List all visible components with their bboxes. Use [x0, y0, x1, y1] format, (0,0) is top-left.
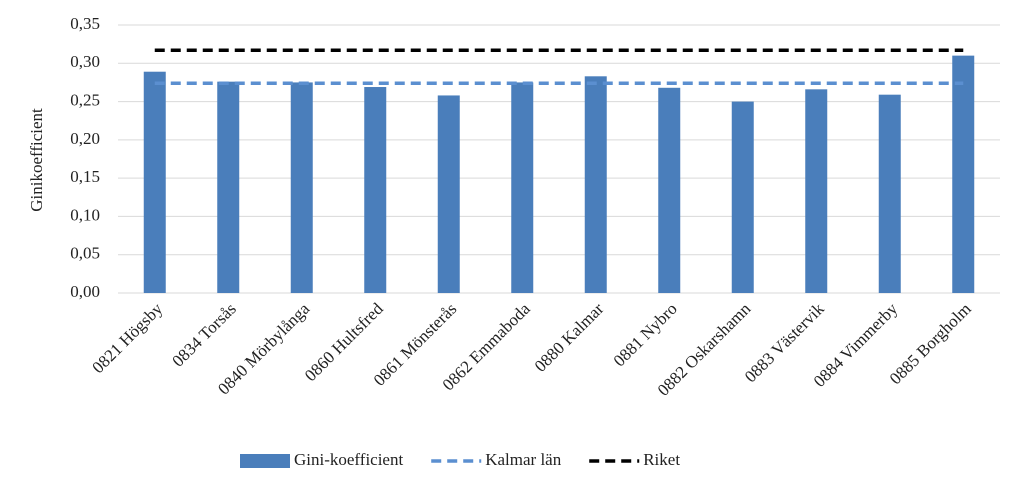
bar	[511, 82, 534, 293]
bar	[658, 87, 681, 293]
y-tick-label: 0,00	[70, 282, 100, 301]
bar	[584, 76, 607, 293]
bar	[364, 87, 387, 293]
bar	[878, 94, 901, 294]
legend-label: Riket	[643, 450, 680, 469]
bar	[290, 82, 313, 293]
y-tick-label: 0,05	[70, 244, 100, 263]
legend-label: Gini-koefficient	[294, 450, 403, 469]
y-tick-label: 0,25	[70, 90, 100, 109]
bar	[952, 55, 975, 293]
legend-label: Kalmar län	[485, 450, 561, 469]
y-tick-label: 0,35	[70, 14, 100, 33]
bar	[217, 81, 240, 293]
bar	[437, 95, 460, 294]
bar	[143, 71, 166, 293]
legend-swatch	[240, 454, 290, 468]
y-tick-label: 0,10	[70, 205, 100, 224]
y-tick-label: 0,15	[70, 167, 100, 186]
bar	[731, 101, 754, 293]
y-tick-label: 0,20	[70, 129, 100, 148]
bar	[805, 89, 828, 293]
y-axis-label: Ginikoefficient	[27, 108, 46, 212]
y-tick-label: 0,30	[70, 52, 100, 71]
